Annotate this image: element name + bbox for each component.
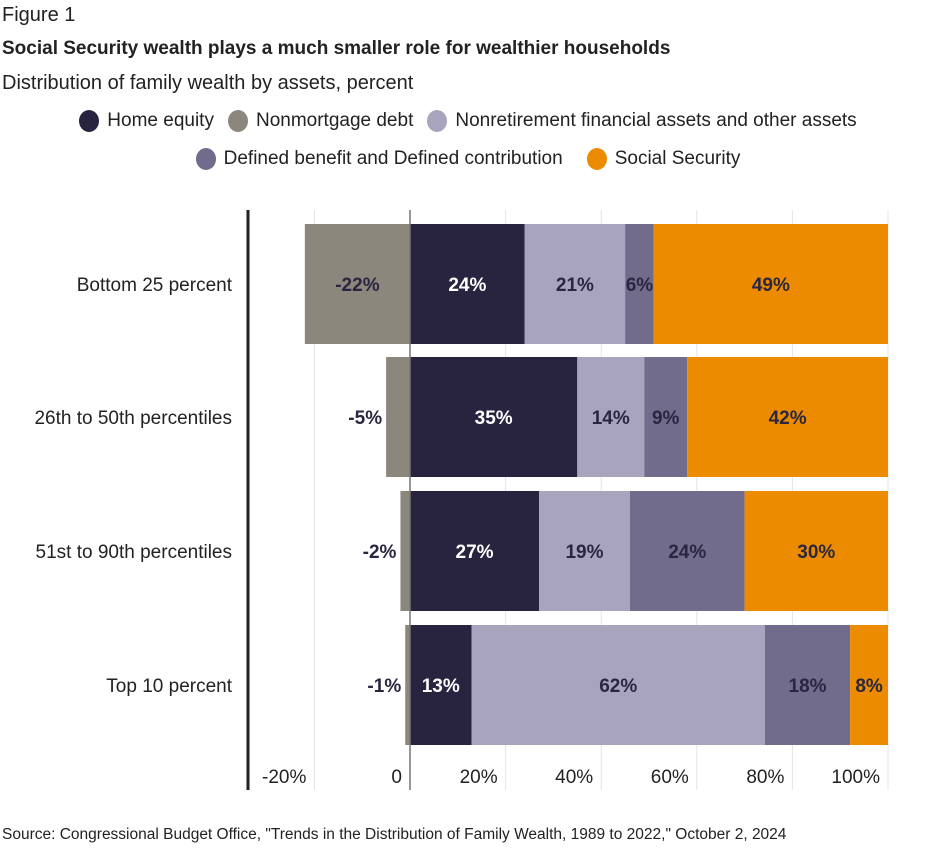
legend-label: Nonmortgage debt [255, 110, 414, 131]
legend-swatch [227, 110, 248, 132]
bar-nonmortgage-debt [400, 491, 410, 611]
data-label: -2% [363, 542, 397, 563]
data-label: 62% [599, 676, 637, 697]
bar-nonretirement-financial-assets-and-other-assets [471, 625, 765, 745]
data-label: -1% [367, 676, 401, 697]
chart-title: Social Security wealth plays a much smal… [2, 38, 671, 59]
data-label: 24% [448, 275, 486, 296]
bar-defined-benefit-and-defined-contribution [629, 491, 745, 611]
bar-defined-benefit-and-defined-contribution [644, 357, 688, 477]
data-label: 49% [752, 275, 790, 296]
data-label: 14% [592, 408, 630, 429]
bar-nonretirement-financial-assets-and-other-assets [539, 491, 630, 611]
data-label: 18% [789, 676, 827, 697]
bar-nonretirement-financial-assets-and-other-assets [577, 357, 645, 477]
legend-item-nonretirement: Nonretirement financial assets and other… [427, 110, 857, 132]
bar-social-security [850, 625, 888, 745]
data-label: 21% [556, 275, 594, 296]
bar-social-security [653, 224, 888, 344]
x-tick-label: 60% [651, 767, 689, 788]
category-label: Bottom 25 percent [77, 275, 233, 296]
x-tick-label: 80% [746, 767, 784, 788]
x-tick-label: 20% [460, 767, 498, 788]
data-label: -5% [348, 408, 382, 429]
legend-swatch [195, 148, 216, 170]
category-label: 26th to 50th percentiles [34, 408, 232, 429]
legend-swatch [427, 110, 448, 132]
source-note: Source: Congressional Budget Office, "Tr… [2, 826, 787, 843]
bar-home-equity [410, 491, 540, 611]
x-tick-label: 40% [555, 767, 593, 788]
bar-home-equity [410, 625, 472, 745]
data-label: 42% [769, 408, 807, 429]
x-tick-label: 0 [391, 767, 402, 788]
bar-defined-benefit-and-defined-contribution [764, 625, 851, 745]
category-label: Top 10 percent [106, 676, 232, 697]
bar-nonmortgage-debt [405, 625, 410, 745]
data-label: -22% [335, 275, 379, 296]
data-label: 30% [797, 542, 835, 563]
legend-item-db-dc: Defined benefit and Defined contribution [195, 148, 563, 170]
data-label: 8% [855, 676, 883, 697]
data-label: 27% [456, 542, 494, 563]
data-label: 19% [565, 542, 603, 563]
legend-swatch [586, 148, 607, 170]
legend-item-nonmortgage-debt: Nonmortgage debt [227, 110, 414, 132]
bar-social-security [744, 491, 888, 611]
legend-label: Defined benefit and Defined contribution [223, 148, 563, 169]
bar-home-equity [410, 224, 525, 344]
bar-defined-benefit-and-defined-contribution [625, 224, 654, 344]
data-label: 13% [422, 676, 460, 697]
bar-nonmortgage-debt [386, 357, 410, 477]
legend-row-2: Defined benefit and Defined contribution… [0, 148, 936, 170]
x-tick-label: 100% [831, 767, 880, 788]
bar-nonmortgage-debt [304, 224, 410, 344]
data-label: 24% [668, 542, 706, 563]
category-label: 51st to 90th percentiles [36, 542, 232, 563]
chart-subtitle: Distribution of family wealth by assets,… [2, 72, 414, 94]
bar-home-equity [410, 357, 578, 477]
data-label: 6% [626, 275, 654, 296]
figure-label: Figure 1 [2, 4, 76, 26]
legend-item-home-equity: Home equity [79, 110, 214, 132]
legend-label: Social Security [614, 148, 741, 169]
legend-item-social-security: Social Security [586, 148, 741, 170]
legend-row-1: Home equity Nonmortgage debt Nonretireme… [0, 110, 936, 132]
legend-swatch [79, 110, 100, 132]
bar-nonretirement-financial-assets-and-other-assets [524, 224, 626, 344]
legend-label: Home equity [107, 110, 214, 131]
legend-label: Nonretirement financial assets and other… [455, 110, 857, 131]
bar-social-security [687, 357, 888, 477]
x-tick-label: -20% [262, 767, 306, 788]
data-label: 35% [475, 408, 513, 429]
data-label: 9% [652, 408, 680, 429]
